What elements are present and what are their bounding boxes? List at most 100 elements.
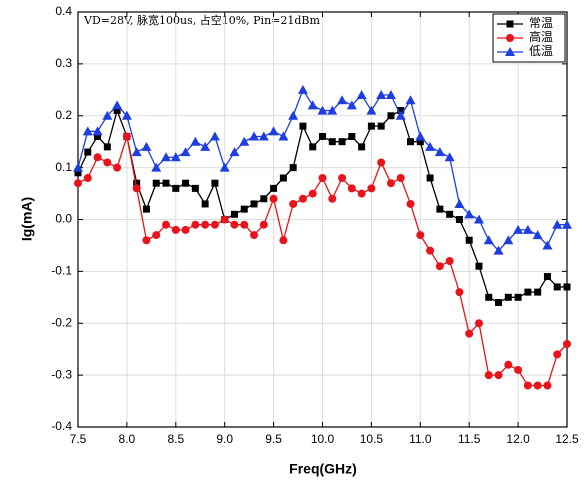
marker [229,147,240,157]
marker [522,224,533,234]
x-tick-label: 11.5 [458,432,481,446]
marker [151,162,162,172]
y-tick-label: -0.3 [51,367,72,381]
marker [309,143,317,151]
marker [387,112,395,120]
marker [475,262,483,270]
marker [348,133,356,140]
marker [299,122,307,130]
x-tick-label: 10.0 [311,432,335,446]
marker [94,133,102,140]
marker [494,371,503,380]
marker [395,110,406,120]
marker [396,174,405,182]
marker [132,184,141,193]
marker [524,288,532,296]
marker [182,179,190,187]
marker [152,179,160,187]
marker [209,131,220,141]
marker [289,199,298,208]
marker [170,152,181,162]
marker [455,216,463,223]
marker [180,147,191,157]
marker [465,329,474,338]
marker [523,381,532,390]
marker [83,174,92,182]
x-tick-label: 10.5 [360,432,384,446]
marker [514,293,522,301]
marker [162,220,171,229]
marker [426,246,435,255]
marker [327,105,338,115]
marker [270,184,278,192]
marker [279,236,288,245]
x-tick-label: 8.0 [119,432,136,446]
marker [563,283,571,291]
marker [141,141,152,151]
marker [112,100,123,110]
marker [201,200,209,208]
marker [131,147,142,157]
marker [436,205,444,213]
marker [74,169,82,177]
marker [464,209,475,219]
marker [298,194,307,203]
marker [317,105,328,115]
marker [103,143,111,151]
marker [346,100,357,110]
marker [288,110,299,120]
x-tick-label: 9.5 [265,432,282,446]
marker [121,110,132,120]
marker [82,126,93,136]
legend-label: 低温 [529,44,553,58]
marker [230,210,238,218]
marker [473,214,484,224]
marker [434,147,445,157]
marker [289,164,297,172]
marker [386,179,395,188]
y-tick-label: -0.4 [51,419,72,433]
y-tick-label: 0.1 [55,160,72,174]
marker [406,199,415,208]
marker [93,153,102,162]
marker [514,365,523,374]
marker [513,224,524,234]
marker [484,371,493,380]
y-tick-label: 0.0 [55,212,72,226]
marker [211,179,219,187]
marker [367,122,375,130]
y-tick-label: -0.2 [51,315,72,329]
y-tick-label: -0.1 [51,264,72,278]
marker [338,174,347,182]
marker [319,133,326,140]
marker [377,158,386,167]
marker [113,107,121,115]
marker [505,47,515,56]
marker [249,131,260,141]
marker [367,184,376,193]
marker [347,184,356,193]
legend-label: 常温 [529,16,553,30]
marker [250,200,258,208]
marker [219,162,230,172]
marker [133,179,141,187]
marker [426,174,434,182]
marker [446,210,454,218]
x-tick-label: 8.5 [167,432,184,446]
marker [358,143,366,151]
marker [190,136,201,146]
marker [162,179,170,187]
marker [240,205,248,213]
marker [328,194,337,203]
marker [152,231,161,240]
marker [200,141,211,151]
y-axis-label: Ig(mA) [19,197,35,241]
marker [103,158,112,167]
marker [356,90,367,99]
marker [376,90,387,99]
marker [416,138,424,146]
marker [191,184,199,192]
y-tick-label: 0.4 [55,4,72,18]
marker [210,220,219,229]
marker [73,162,83,172]
